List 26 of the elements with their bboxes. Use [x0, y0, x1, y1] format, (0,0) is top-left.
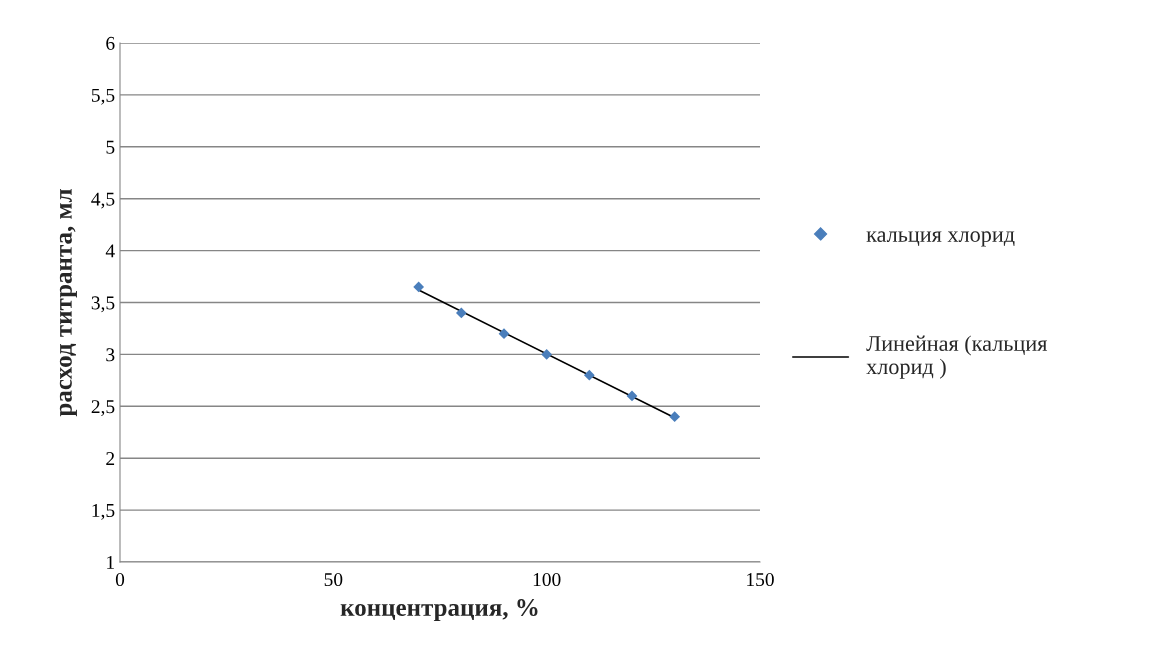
y-tick-label: 3 [106, 348, 115, 362]
y-tick-label: 6 [106, 36, 115, 50]
y-tick-label: 5 [106, 140, 115, 154]
x-tick-label: 150 [747, 572, 774, 587]
x-tick-label: 0 [115, 572, 125, 587]
point [583, 369, 595, 381]
y-tick-label: 4,5 [91, 192, 115, 209]
y-tick-label: 1 [107, 555, 114, 569]
legend-label: кальция хлорид [866, 231, 1015, 247]
x-axis-title: концентрация, % [340, 599, 538, 622]
y-tick-label: 2 [106, 452, 115, 465]
y-tick-label: 4 [105, 244, 115, 258]
point [626, 390, 638, 402]
legend-label: Линейная (кальция хлорид ) [866, 335, 1048, 379]
point [541, 349, 553, 360]
y-tick-label: 3,5 [91, 296, 115, 313]
point [413, 281, 425, 293]
point [498, 328, 510, 340]
y-tick-label: 1,5 [92, 504, 115, 520]
x-tick-label: 100 [533, 572, 561, 587]
y-tick-label: 5,5 [91, 88, 115, 105]
point [669, 411, 681, 423]
point [455, 307, 467, 319]
y-tick-label: 2,5 [91, 400, 115, 417]
y-axis-title: расход титранта, мл [59, 189, 77, 417]
x-tick-label: 50 [324, 572, 343, 587]
